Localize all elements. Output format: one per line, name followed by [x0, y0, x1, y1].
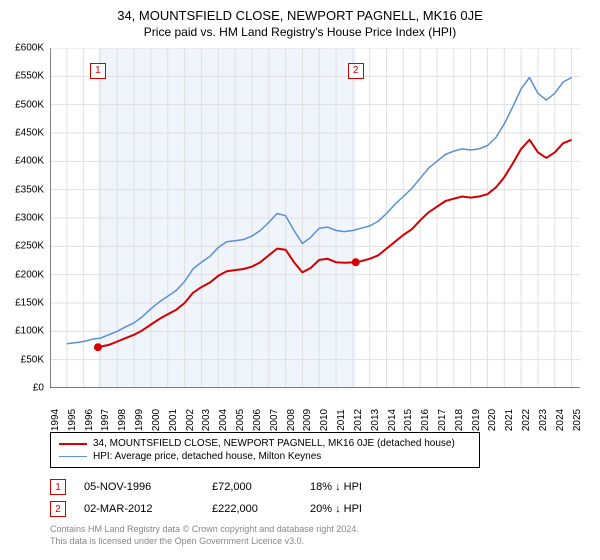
y-tick-label: £150K: [15, 298, 44, 309]
x-tick-label: 2016: [420, 409, 431, 431]
x-tick-label: 2018: [454, 409, 465, 431]
y-tick-label: £250K: [15, 241, 44, 252]
legend-label: 34, MOUNTSFIELD CLOSE, NEWPORT PAGNELL, …: [93, 438, 455, 449]
footer-line: Contains HM Land Registry data © Crown c…: [50, 524, 359, 536]
y-tick-label: £50K: [21, 354, 44, 365]
legend-swatch: [59, 456, 87, 458]
x-tick-label: 2021: [504, 409, 515, 431]
x-tick-label: 2025: [572, 409, 583, 431]
sale-price: £222,000: [212, 503, 292, 515]
x-tick-label: 2003: [201, 409, 212, 431]
footer-line: This data is licensed under the Open Gov…: [50, 536, 359, 548]
y-tick-label: £300K: [15, 213, 44, 224]
x-tick-label: 2002: [185, 409, 196, 431]
x-tick-label: 2011: [336, 409, 347, 431]
y-tick-label: £500K: [15, 99, 44, 110]
x-tick-label: 2015: [403, 409, 414, 431]
x-tick-label: 2013: [370, 409, 381, 431]
x-tick-label: 2010: [319, 409, 330, 431]
x-tick-label: 2019: [471, 409, 482, 431]
chart-svg: [50, 48, 580, 388]
x-tick-label: 2023: [538, 409, 549, 431]
sale-row: 2 02-MAR-2012 £222,000 20% ↓ HPI: [50, 498, 400, 520]
x-tick-label: 1994: [50, 409, 61, 431]
sale-annotation-marker: 1: [90, 63, 106, 79]
y-tick-label: £550K: [15, 71, 44, 82]
footer-text: Contains HM Land Registry data © Crown c…: [50, 524, 359, 547]
x-tick-label: 2020: [487, 409, 498, 431]
x-tick-label: 2006: [252, 409, 263, 431]
sales-table: 1 05-NOV-1996 £72,000 18% ↓ HPI 2 02-MAR-2012…: [50, 476, 400, 520]
x-tick-label: 2022: [521, 409, 532, 431]
legend-label: HPI: Average price, detached house, Milt…: [93, 451, 321, 462]
legend: 34, MOUNTSFIELD CLOSE, NEWPORT PAGNELL, …: [50, 432, 480, 468]
legend-item: HPI: Average price, detached house, Milt…: [59, 450, 471, 463]
x-tick-label: 2007: [269, 409, 280, 431]
x-tick-label: 1996: [84, 409, 95, 431]
x-tick-label: 2009: [302, 409, 313, 431]
sale-date: 05-NOV-1996: [84, 481, 194, 493]
sale-marker-box: 1: [50, 479, 66, 495]
y-tick-label: £0: [33, 383, 44, 394]
x-tick-label: 1995: [67, 409, 78, 431]
x-tick-label: 2005: [235, 409, 246, 431]
x-axis-labels: 1994 1995 1996 1997 1998 1999 2000 2001 2002 2003…: [50, 390, 580, 430]
y-tick-label: £350K: [15, 184, 44, 195]
legend-swatch: [59, 443, 87, 445]
chart-subtitle: Price paid vs. HM Land Registry's House …: [0, 23, 600, 39]
sale-marker-box: 2: [50, 501, 66, 517]
y-axis-labels: £0£50K£100K£150K£200K£250K£300K£350K£400…: [0, 48, 48, 388]
x-tick-label: 1999: [134, 409, 145, 431]
sale-row: 1 05-NOV-1996 £72,000 18% ↓ HPI: [50, 476, 400, 498]
sale-diff: 18% ↓ HPI: [310, 481, 400, 493]
plot-area: 12: [50, 48, 580, 388]
x-tick-label: 2001: [168, 409, 179, 431]
x-tick-label: 2004: [218, 409, 229, 431]
x-tick-label: 2012: [353, 409, 364, 431]
y-tick-label: £400K: [15, 156, 44, 167]
x-tick-label: 2017: [437, 409, 448, 431]
y-tick-label: £200K: [15, 269, 44, 280]
sale-date: 02-MAR-2012: [84, 503, 194, 515]
y-tick-label: £100K: [15, 326, 44, 337]
sale-price: £72,000: [212, 481, 292, 493]
x-tick-label: 1997: [100, 409, 111, 431]
x-tick-label: 2000: [151, 409, 162, 431]
x-tick-label: 2014: [387, 409, 398, 431]
legend-item: 34, MOUNTSFIELD CLOSE, NEWPORT PAGNELL, …: [59, 437, 471, 450]
y-tick-label: £450K: [15, 128, 44, 139]
sale-annotation-marker: 2: [348, 63, 364, 79]
sale-diff: 20% ↓ HPI: [310, 503, 400, 515]
y-tick-label: £600K: [15, 43, 44, 54]
x-tick-label: 1998: [117, 409, 128, 431]
x-tick-label: 2024: [555, 409, 566, 431]
chart-title: 34, MOUNTSFIELD CLOSE, NEWPORT PAGNELL, …: [0, 0, 600, 23]
chart-container: 34, MOUNTSFIELD CLOSE, NEWPORT PAGNELL, …: [0, 0, 600, 560]
x-tick-label: 2008: [286, 409, 297, 431]
